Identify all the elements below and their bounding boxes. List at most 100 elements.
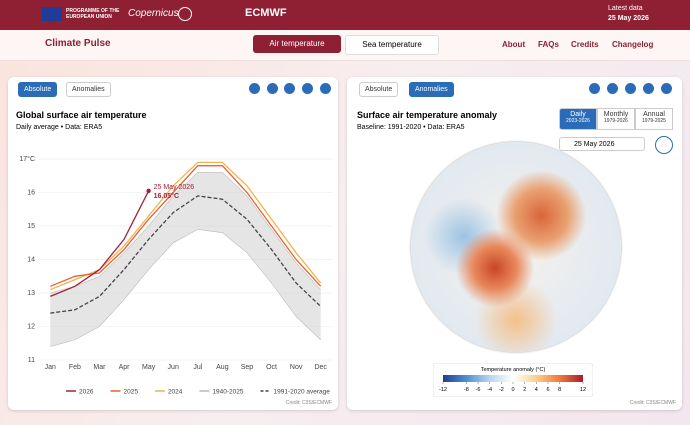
latest-label: Latest data xyxy=(608,5,643,12)
series-line xyxy=(50,195,322,314)
toggle[interactable]: Anomalies xyxy=(66,82,111,97)
icon[interactable] xyxy=(284,83,295,94)
chart-title: Global surface air temperature xyxy=(16,110,147,120)
icon[interactable] xyxy=(249,83,260,94)
colorbar-tick-label: -6 xyxy=(476,387,481,393)
map-title: Surface air temperature anomaly xyxy=(357,110,498,120)
period-label: Annual xyxy=(643,111,665,118)
c3s-logo xyxy=(178,7,192,21)
logo[interactable]: Climate Pulse xyxy=(45,38,111,49)
play-button[interactable] xyxy=(655,136,673,154)
legend-label: 1991-2020 average xyxy=(274,389,331,396)
x-tick-label: Dec xyxy=(314,364,327,371)
credit: Credit: C3S/ECMWF xyxy=(629,400,676,406)
colorbar-tick-label: -2 xyxy=(499,387,504,393)
period-button[interactable]: Monthly 1979-2026 xyxy=(597,108,635,130)
date-input[interactable]: 25 May 2026 xyxy=(559,137,645,151)
y-tick-label: 11 xyxy=(28,357,35,364)
ecmwf-logo: ECMWF xyxy=(245,7,287,19)
right-panel: Absolute Anomalies Surface air temperatu… xyxy=(347,77,682,410)
icon[interactable] xyxy=(661,83,672,94)
period-button[interactable]: Daily 2023-2026 xyxy=(559,108,597,130)
icon[interactable] xyxy=(589,83,600,94)
icon[interactable] xyxy=(302,83,313,94)
eu-text: PROGRAMME OF THE EUROPEAN UNION xyxy=(66,8,120,20)
annotation-date: 25 May 2026 xyxy=(154,184,195,191)
colorbar-tick-label: 12 xyxy=(580,387,586,393)
tab[interactable]: Sea temperature xyxy=(345,35,439,55)
nav-bar: Climate Pulse Air temperature Sea temper… xyxy=(0,30,690,61)
series-line xyxy=(50,190,150,298)
colorbar-tick-label: 6 xyxy=(546,387,549,393)
period-label: Monthly xyxy=(603,111,629,118)
x-tick-label: Sep xyxy=(241,364,254,371)
colorbar-ramp xyxy=(443,375,583,382)
x-tick-label: Aug xyxy=(216,364,229,371)
period-range: 1979-2025 xyxy=(642,118,666,124)
period-button[interactable]: Annual 1979-2025 xyxy=(635,108,673,130)
colorbar-title: Temperature anomaly (°C) xyxy=(481,367,546,373)
eu-flag xyxy=(42,7,62,21)
credit: Credit: C3S/ECMWF xyxy=(285,400,332,406)
legend-label: 2024 xyxy=(168,389,183,396)
x-tick-label: May xyxy=(142,364,156,371)
annotation-value: 16.05°C xyxy=(154,192,179,200)
legend-label: 2026 xyxy=(79,389,94,396)
top-bar: PROGRAMME OF THE EUROPEAN UNION Copernic… xyxy=(0,0,690,30)
colorbar-tick-label: 8 xyxy=(558,387,561,393)
series-line xyxy=(50,165,322,287)
latest-date[interactable]: 25 May 2026 xyxy=(608,15,649,22)
y-tick-label: 15 xyxy=(27,223,35,230)
nav-link[interactable]: FAQs xyxy=(538,40,559,49)
y-tick-label: 12 xyxy=(27,324,35,331)
colorbar-tick-label: -8 xyxy=(464,387,469,393)
map-subtitle: Baseline: 1991-2020 • Data: ERA5 xyxy=(357,124,465,131)
period-buttons: Daily 2023-2026 Monthly 1979-2026 Annual 1979… xyxy=(559,108,673,130)
legend-label: 1940-2025 xyxy=(212,389,243,396)
x-tick-label: Jan xyxy=(45,364,56,371)
chart-subtitle: Daily average • Data: ERA5 xyxy=(16,124,103,131)
toggle[interactable]: Anomalies xyxy=(409,82,454,97)
x-tick-label: Oct xyxy=(266,364,277,371)
range-upper xyxy=(50,172,321,294)
y-tick-label: 14 xyxy=(27,257,35,264)
period-range: 2023-2026 xyxy=(566,118,590,124)
copernicus-logo: Copernicus xyxy=(128,8,179,19)
tab-active[interactable]: Air temperature xyxy=(253,35,341,53)
x-tick-label: Jun xyxy=(168,364,179,371)
x-tick-label: Jul xyxy=(193,364,202,371)
icon[interactable] xyxy=(267,83,278,94)
colorbar-tick-label: 2 xyxy=(523,387,526,393)
globe[interactable] xyxy=(411,142,621,352)
toggle[interactable]: Absolute xyxy=(359,82,399,97)
colorbar-tick-label: -12 xyxy=(439,387,447,393)
chart: 17°C 16 15 14 13 12 11 Jan Feb Mar Apr May Jun Jul Aug… xyxy=(19,155,333,396)
period-label: Daily xyxy=(570,111,586,118)
series-line xyxy=(50,161,322,291)
x-tick-label: Apr xyxy=(119,364,131,371)
y-tick-label: 17°C xyxy=(19,155,35,163)
x-tick-label: Mar xyxy=(93,364,106,371)
annotation-point xyxy=(146,188,151,194)
icon[interactable] xyxy=(625,83,636,94)
colorbar: Temperature anomaly (°C) -12 -8 -6 -4 -2 0 2 4 6 8… xyxy=(433,363,593,397)
nav-link[interactable]: Changelog xyxy=(612,40,654,49)
y-tick-label: 16 xyxy=(27,190,35,197)
period-range: 1979-2026 xyxy=(604,118,628,124)
colorbar-tick-label: -4 xyxy=(487,387,492,393)
x-tick-label: Feb xyxy=(69,364,81,371)
icon[interactable] xyxy=(607,83,618,94)
nav-link[interactable]: Credits xyxy=(571,40,599,49)
legend-label: 2025 xyxy=(123,389,138,396)
x-tick-label: Nov xyxy=(290,364,303,371)
left-panel: Absolute Anomalies Global surface air te… xyxy=(8,77,338,410)
nav-link[interactable]: About xyxy=(502,40,526,49)
icon[interactable] xyxy=(320,83,331,94)
colorbar-tick-label: 0 xyxy=(511,387,514,393)
y-tick-label: 13 xyxy=(27,290,35,297)
colorbar-tick-label: 4 xyxy=(535,387,538,393)
toggle[interactable]: Absolute xyxy=(18,82,58,97)
icon[interactable] xyxy=(643,83,654,94)
range-lower xyxy=(50,229,321,347)
